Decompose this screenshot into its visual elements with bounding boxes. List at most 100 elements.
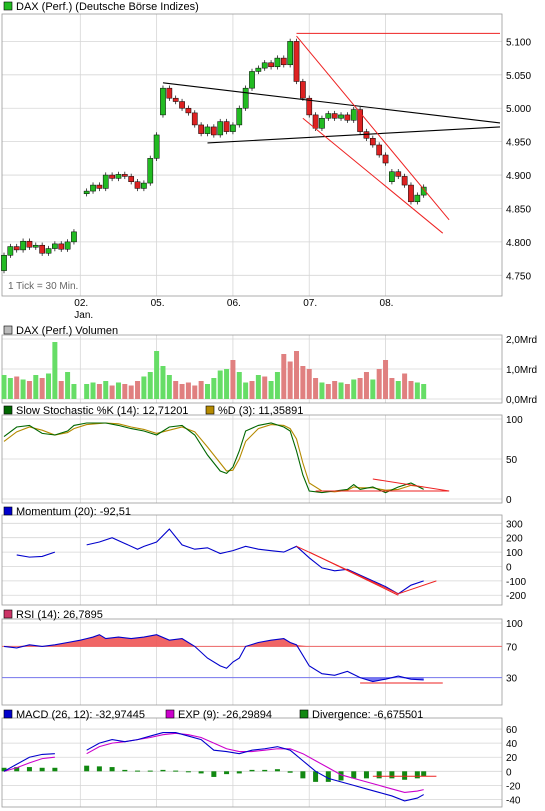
y-tick-label: 4.950	[506, 138, 531, 149]
divergence-bar	[185, 771, 191, 773]
volume-bar	[90, 382, 96, 399]
candle	[255, 67, 262, 72]
stoch-k-line	[3, 422, 424, 494]
candle	[64, 241, 71, 250]
exp-line	[3, 756, 55, 772]
candle	[1, 254, 7, 271]
candle	[217, 121, 224, 136]
divergence-bar	[402, 771, 408, 780]
volume-bar	[84, 384, 90, 399]
y-tick-label: 4.850	[506, 204, 531, 215]
volume-bar	[332, 381, 338, 399]
momentum-line	[16, 551, 56, 558]
candle	[13, 246, 20, 251]
divergence-bar	[300, 771, 306, 779]
divergence-bar	[389, 771, 395, 779]
divergence-legend-icon	[299, 709, 309, 719]
candle	[52, 243, 58, 249]
tick-note: 1 Tick = 30 Min.	[8, 281, 78, 292]
price-title: DAX (Perf.) (Deutsche Börse Indizes)	[16, 1, 199, 13]
candle	[198, 124, 204, 134]
y-tick-label: 200	[506, 534, 523, 545]
candle	[204, 126, 211, 134]
panel-frame	[1, 717, 503, 808]
volume-bar	[128, 385, 134, 399]
trend-line	[162, 82, 501, 124]
divergence-bar	[351, 771, 357, 779]
volume-bar	[198, 381, 204, 399]
volume-bar	[58, 381, 64, 399]
candle	[96, 184, 103, 189]
volume-bar	[363, 372, 369, 399]
stoch-d-legend-icon	[205, 405, 215, 415]
volume-bar	[204, 384, 210, 399]
momentum-line	[86, 528, 424, 595]
volume-bar	[211, 378, 217, 399]
candle	[210, 126, 217, 136]
candle	[249, 71, 255, 89]
volume-bar	[249, 381, 255, 399]
y-tick-label: 50	[506, 455, 518, 466]
candle	[147, 158, 154, 184]
volume-bar	[33, 375, 39, 399]
candle	[7, 246, 14, 256]
divergence-bar	[52, 767, 58, 772]
divergence-bar	[376, 771, 382, 779]
candle	[179, 101, 185, 109]
candle	[389, 171, 395, 182]
volume-bar	[39, 378, 45, 399]
volume-bar	[376, 369, 382, 399]
candle	[287, 41, 294, 66]
volume-bar	[351, 379, 357, 399]
volume-bar	[122, 384, 128, 399]
candle	[280, 57, 287, 66]
candle	[102, 174, 109, 189]
price-legend-icon	[3, 1, 13, 11]
candle	[312, 114, 319, 129]
volume-bar	[160, 366, 166, 399]
y-tick-label: 40	[506, 739, 518, 750]
candle	[230, 124, 236, 132]
candle	[58, 243, 65, 250]
candle	[121, 174, 128, 177]
candle	[395, 171, 402, 177]
volume-bar	[414, 382, 420, 399]
divergence-bar	[211, 771, 217, 777]
volume-bar	[103, 381, 109, 399]
candle	[408, 184, 414, 203]
panel-frame	[1, 334, 503, 404]
divergence-bar	[414, 771, 420, 779]
divergence-bar	[122, 769, 128, 772]
volume-bar	[370, 379, 376, 399]
y-tick-label: -40	[506, 795, 521, 806]
candle	[363, 131, 370, 139]
volume-bar	[300, 366, 306, 399]
candle	[300, 81, 306, 99]
panel-frame	[1, 414, 503, 504]
trend-line	[398, 580, 437, 595]
candle	[223, 121, 230, 132]
rsi-overbought-area	[4, 634, 424, 647]
trend-line	[309, 551, 399, 596]
candle	[71, 231, 77, 243]
y-tick-label: 2,0Mrd	[506, 335, 537, 346]
candle	[357, 109, 363, 132]
stoch-k-title: Slow Stochastic %K (14): 12,71201	[16, 405, 188, 417]
stoch-d-line	[3, 422, 424, 493]
candle	[20, 240, 26, 251]
rsi-legend-icon	[3, 609, 13, 619]
trend-line	[372, 478, 450, 492]
volume-bar	[46, 373, 52, 399]
volume-bar	[306, 369, 312, 399]
volume-bar	[173, 381, 179, 399]
volume-bar	[96, 384, 102, 399]
volume-bar	[357, 378, 363, 399]
x-tick-label: 02.	[74, 298, 88, 309]
volume-bar	[243, 382, 249, 399]
volume-bar	[255, 375, 261, 399]
volume-bar	[166, 375, 172, 399]
divergence-bar	[421, 771, 427, 777]
volume-bar	[421, 384, 427, 399]
y-tick-label: 1,0Mrd	[506, 365, 537, 376]
